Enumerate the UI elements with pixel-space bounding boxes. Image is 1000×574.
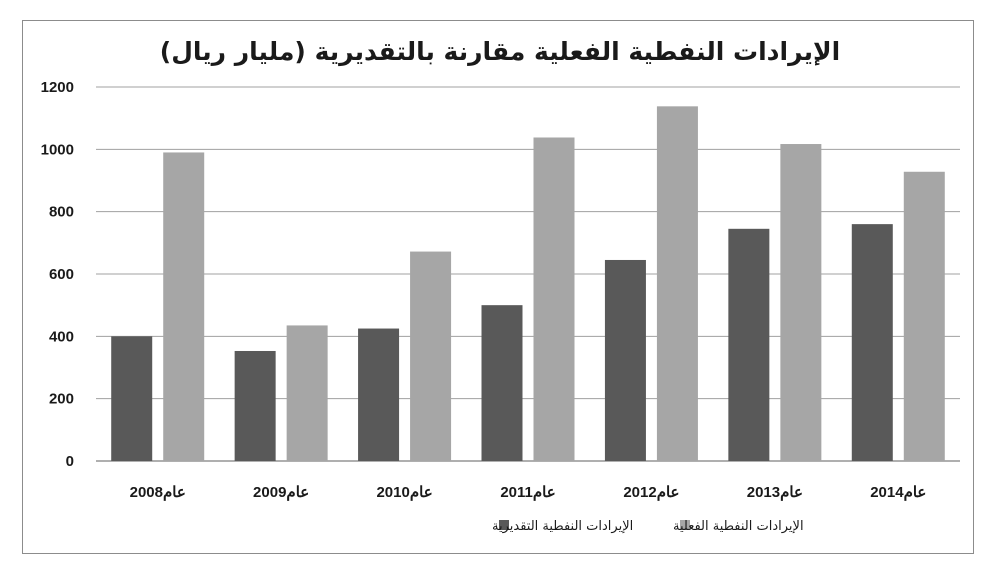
grid-lines (96, 86, 960, 462)
bar-estimated (111, 336, 153, 461)
legend-label-estimated: الإيرادات النفطية التقديرية (492, 519, 633, 534)
bar-actual (903, 171, 945, 462)
legend: الإيرادات النفطية التقديرية الإيرادات ال… (492, 519, 804, 534)
bar-actual (163, 152, 205, 461)
x-tick-label: 2014عام (870, 484, 926, 501)
x-tick-label: 2012عام (623, 484, 679, 501)
x-tick-label: 2008عام (130, 484, 186, 501)
y-tick-label: 1200 (41, 79, 74, 96)
bar-estimated (851, 224, 893, 461)
y-tick-label: 800 (49, 204, 74, 221)
y-tick-label: 600 (49, 266, 74, 283)
bar-actual (656, 106, 698, 461)
bar-estimated (481, 305, 523, 461)
legend-label-actual: الإيرادات النفطية الفعلية (673, 519, 804, 534)
x-axis-labels: 2008عام 2009عام 2010عام 2011عام 2012عام 2013ع… (130, 484, 927, 501)
bars (111, 106, 945, 462)
y-tick-label: 1000 (41, 141, 74, 158)
x-tick-label: 2011عام (500, 484, 555, 501)
chart-title: الإيرادات النفطية الفعلية مقارنة بالتقدي… (159, 37, 841, 66)
legend-swatch-estimated (499, 520, 509, 530)
bar-estimated (234, 350, 276, 461)
bar-estimated (728, 228, 770, 461)
y-tick-label: 0 (66, 453, 74, 470)
y-tick-label: 400 (49, 328, 74, 345)
bar-estimated (358, 328, 400, 461)
bar-actual (533, 137, 575, 462)
y-axis-ticks: 0 200 400 600 800 1000 1200 (41, 79, 74, 470)
bar-actual (780, 144, 822, 461)
y-tick-label: 200 (49, 391, 74, 408)
bar-estimated (604, 259, 646, 461)
x-tick-label: 2010عام (376, 484, 432, 501)
bar-actual (286, 325, 328, 461)
x-tick-label: 2013عام (747, 484, 803, 501)
x-tick-label: 2009عام (253, 484, 309, 501)
legend-swatch-actual (680, 520, 690, 530)
bar-actual (410, 251, 452, 461)
